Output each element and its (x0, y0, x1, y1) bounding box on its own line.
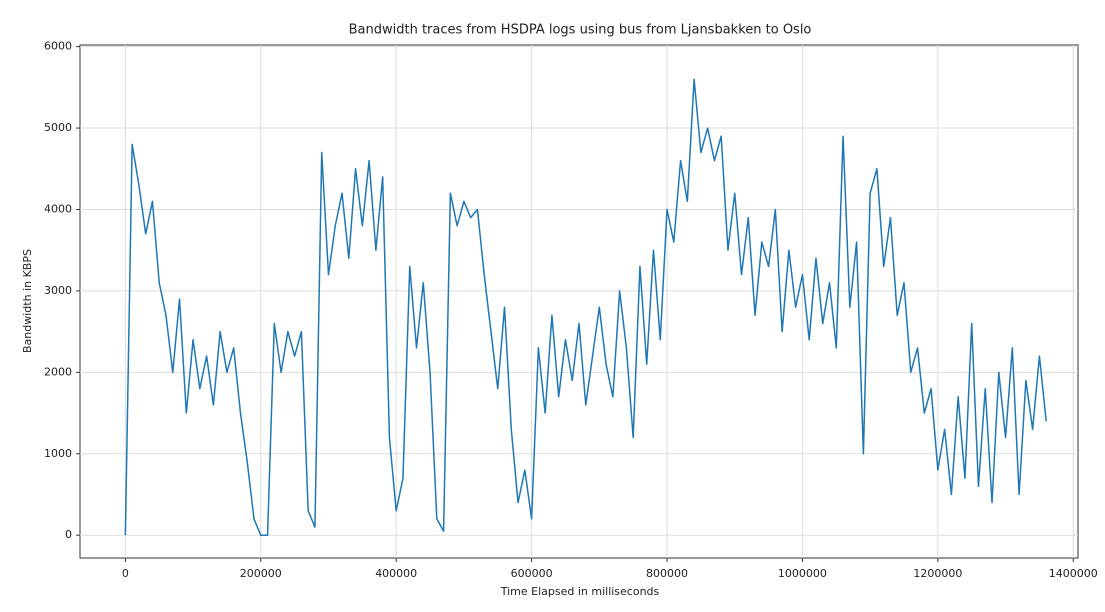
data-line (124, 78, 1047, 536)
y-tick-label: 5000 (44, 121, 72, 134)
x-tick-label: 0 (122, 567, 129, 580)
y-axis-label: Bandwidth in KBPS (21, 249, 34, 353)
x-tick-label: 1000000 (778, 567, 827, 580)
y-tick-label: 4000 (44, 202, 72, 215)
y-tick-label: 6000 (44, 40, 72, 53)
y-tick-label: 0 (65, 528, 72, 541)
x-axis-label: Time Elapsed in milliseconds (500, 585, 660, 598)
x-tick-label: 1200000 (913, 567, 962, 580)
chart-title: Bandwidth traces from HSDPA logs using b… (349, 23, 812, 38)
x-tick-label: 400000 (375, 567, 417, 580)
x-tick-label: 200000 (240, 567, 282, 580)
y-tick-label: 2000 (44, 365, 72, 378)
y-tick-label: 1000 (44, 447, 72, 460)
y-tick-label: 3000 (44, 284, 72, 297)
x-tick-label: 800000 (646, 567, 688, 580)
x-tick-label: 600000 (511, 567, 553, 580)
plot-frame (79, 44, 1079, 559)
x-tick-label: 1400000 (1049, 567, 1098, 580)
